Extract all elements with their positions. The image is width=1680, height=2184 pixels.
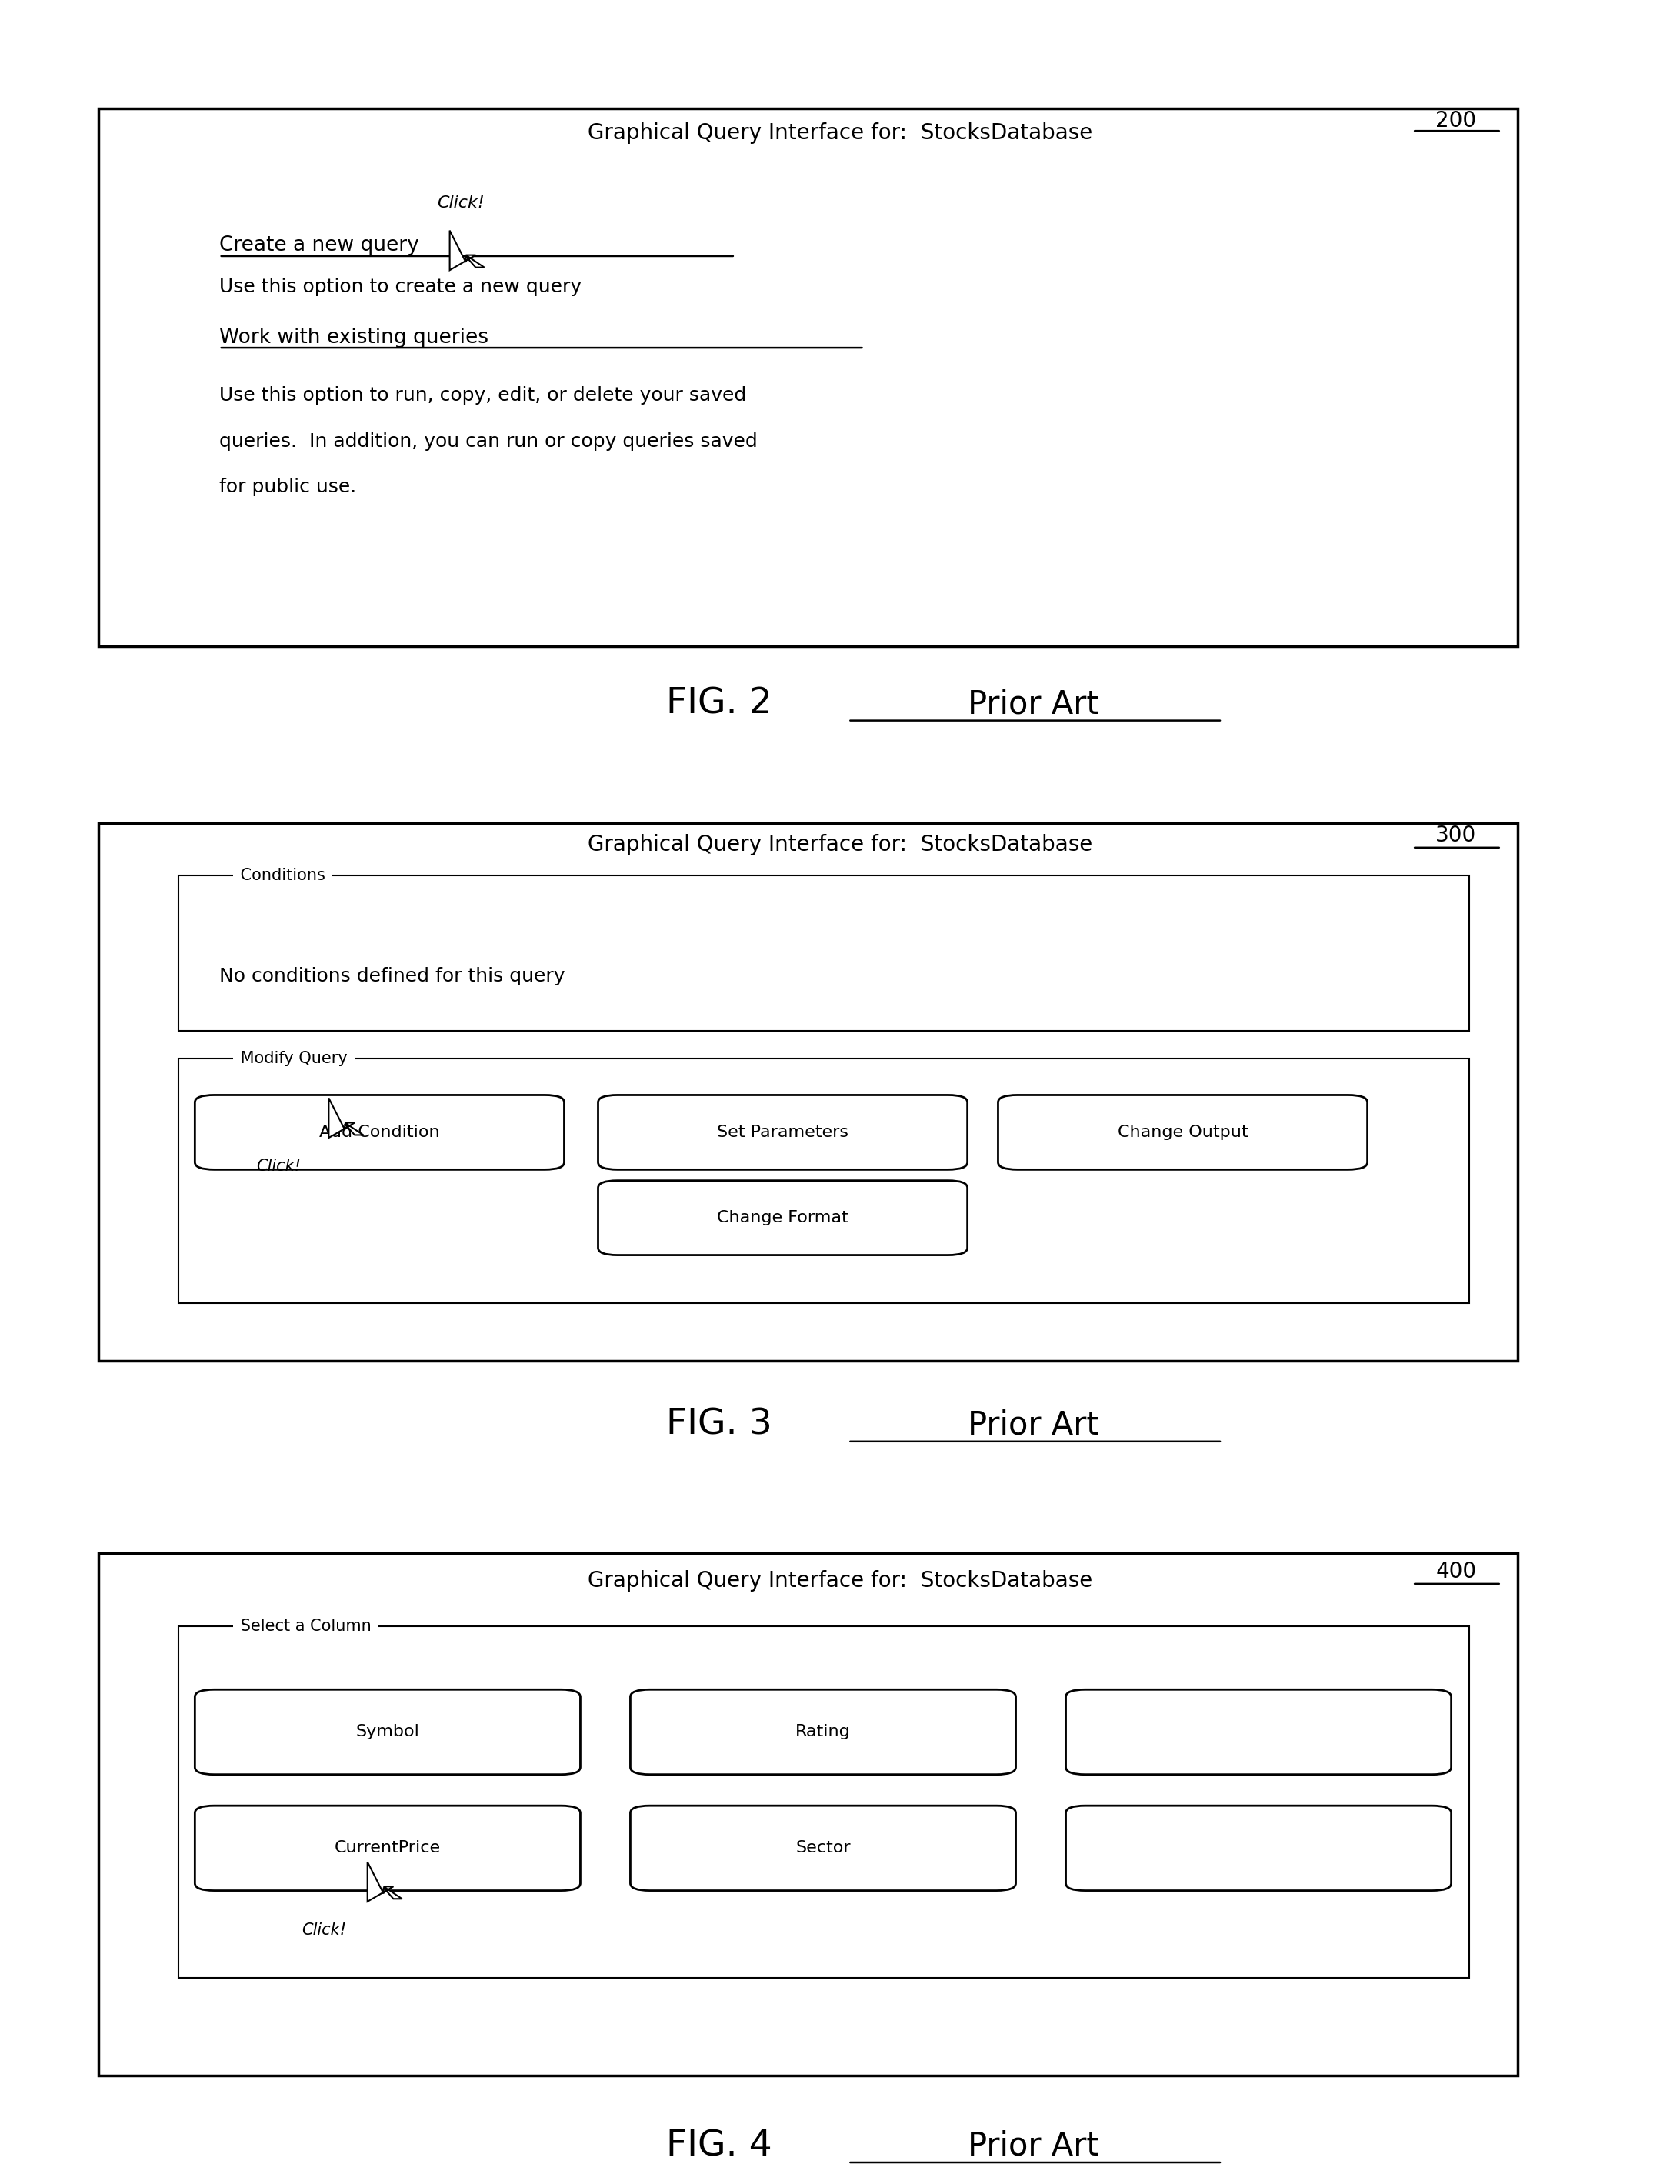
- FancyBboxPatch shape: [1065, 1806, 1452, 1891]
- FancyBboxPatch shape: [178, 876, 1468, 1031]
- Text: FIG. 4: FIG. 4: [665, 2129, 773, 2164]
- Text: Click!: Click!: [301, 1922, 346, 1937]
- FancyBboxPatch shape: [195, 1806, 580, 1891]
- FancyBboxPatch shape: [598, 1094, 968, 1171]
- Text: Prior Art: Prior Art: [968, 2129, 1099, 2162]
- Polygon shape: [450, 232, 484, 271]
- Text: Change Output: Change Output: [1117, 1125, 1248, 1140]
- Text: Rating: Rating: [795, 1725, 850, 1741]
- Text: Work with existing queries: Work with existing queries: [218, 328, 489, 347]
- FancyBboxPatch shape: [998, 1094, 1368, 1171]
- FancyBboxPatch shape: [630, 1806, 1016, 1891]
- Text: Graphical Query Interface for:  StocksDatabase: Graphical Query Interface for: StocksDat…: [588, 122, 1092, 144]
- FancyBboxPatch shape: [178, 1059, 1468, 1304]
- Text: Use this option to run, copy, edit, or delete your saved: Use this option to run, copy, edit, or d…: [218, 387, 746, 404]
- Text: Change Format: Change Format: [717, 1210, 848, 1225]
- FancyBboxPatch shape: [97, 109, 1517, 646]
- Text: CurrentPrice: CurrentPrice: [334, 1841, 440, 1856]
- Text: Prior Art: Prior Art: [968, 1409, 1099, 1441]
- Text: Set Parameters: Set Parameters: [717, 1125, 848, 1140]
- Text: Add Condition: Add Condition: [319, 1125, 440, 1140]
- Text: 400: 400: [1436, 1562, 1477, 1583]
- Text: Use this option to create a new query: Use this option to create a new query: [218, 277, 581, 297]
- Text: Click!: Click!: [257, 1160, 301, 1175]
- Text: Graphical Query Interface for:  StocksDatabase: Graphical Query Interface for: StocksDat…: [588, 834, 1092, 856]
- FancyBboxPatch shape: [1065, 1690, 1452, 1773]
- Text: 300: 300: [1436, 826, 1477, 845]
- Text: Modify Query: Modify Query: [235, 1051, 353, 1066]
- Polygon shape: [368, 1861, 402, 1902]
- Text: Prior Art: Prior Art: [968, 688, 1099, 721]
- FancyBboxPatch shape: [598, 1182, 968, 1256]
- Text: FIG. 2: FIG. 2: [665, 686, 773, 721]
- FancyBboxPatch shape: [97, 823, 1517, 1361]
- Text: queries.  In addition, you can run or copy queries saved: queries. In addition, you can run or cop…: [218, 432, 758, 450]
- Text: Select a Column: Select a Column: [235, 1618, 376, 1634]
- Text: Click!: Click!: [437, 194, 486, 210]
- Text: Symbol: Symbol: [356, 1725, 420, 1741]
- FancyBboxPatch shape: [195, 1094, 564, 1171]
- Text: Graphical Query Interface for:  StocksDatabase: Graphical Query Interface for: StocksDat…: [588, 1570, 1092, 1592]
- Text: Create a new query: Create a new query: [218, 236, 418, 256]
- Text: 200: 200: [1436, 109, 1477, 131]
- FancyBboxPatch shape: [97, 1553, 1517, 2075]
- Text: Conditions: Conditions: [235, 867, 331, 882]
- Text: for public use.: for public use.: [218, 478, 356, 496]
- Text: Sector: Sector: [796, 1841, 850, 1856]
- FancyBboxPatch shape: [630, 1690, 1016, 1773]
- Text: FIG. 3: FIG. 3: [665, 1409, 773, 1441]
- Polygon shape: [329, 1099, 363, 1138]
- Text: No conditions defined for this query: No conditions defined for this query: [218, 968, 564, 985]
- FancyBboxPatch shape: [178, 1627, 1468, 1979]
- FancyBboxPatch shape: [195, 1690, 580, 1773]
